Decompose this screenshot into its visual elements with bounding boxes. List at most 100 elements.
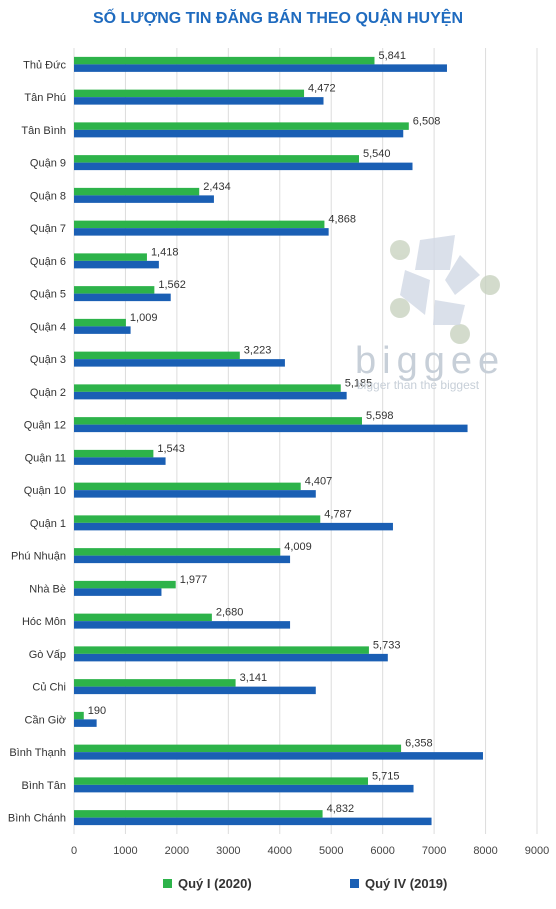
data-label: 6,358 (405, 738, 433, 750)
bar-q1-2020 (74, 777, 369, 785)
bar-chart: 0 1000 2000 3000 4000 5000 6000 7000 8000 9000 Thủ… (8, 48, 549, 857)
bar-q4-2019 (74, 588, 162, 596)
legend-swatch-green (163, 879, 172, 888)
bar-q4-2019 (74, 555, 291, 564)
category-label: Tân Bình (21, 125, 66, 137)
biggee-logo-icon (390, 235, 500, 344)
bar-q4-2019 (74, 686, 316, 695)
bar-q4-2019 (74, 260, 159, 269)
bar-q1-2020 (74, 449, 154, 458)
bar-q4-2019 (74, 424, 468, 433)
bar-q1-2020 (74, 351, 240, 360)
chart-title: SỐ LƯỢNG TIN ĐĂNG BÁN THEO QUẬN HUYỆN (92, 10, 464, 27)
bar-q1-2020 (74, 810, 323, 818)
bar-q1-2020 (74, 482, 301, 491)
category-label: Quận 11 (25, 452, 66, 464)
bar-q4-2019 (74, 621, 291, 629)
bar-q4-2019 (74, 784, 414, 793)
bar-q1-2020 (74, 515, 321, 523)
bar-q4-2019 (74, 391, 347, 400)
data-label: 5,841 (378, 50, 406, 62)
data-label: 2,434 (203, 181, 231, 193)
legend-item-q1-2020: Quý I (2020) (163, 876, 252, 891)
bar-q1-2020 (74, 548, 281, 556)
category-label: Nhà Bè (29, 583, 66, 595)
category-label: Quận 1 (30, 518, 66, 530)
data-label: 4,868 (328, 214, 356, 226)
data-label: 6,508 (413, 115, 441, 127)
x-tick-label: 4000 (268, 845, 292, 857)
bar-q1-2020 (74, 384, 341, 392)
bar-q1-2020 (74, 744, 402, 753)
bar-q1-2020 (74, 679, 236, 687)
category-label: Quận 8 (30, 190, 66, 202)
bar-q1-2020 (74, 286, 155, 294)
x-tick-label: 1000 (113, 845, 137, 857)
data-label: 5,598 (366, 410, 394, 422)
bar-q4-2019 (74, 129, 404, 138)
bar-q1-2020 (74, 56, 375, 65)
bar-q1-2020 (74, 318, 126, 327)
category-label: Quận 4 (30, 321, 66, 333)
category-label: Quận 2 (30, 387, 66, 399)
x-tick-label: 8000 (473, 845, 497, 857)
bar-q4-2019 (74, 359, 285, 367)
bar-q1-2020 (74, 187, 200, 196)
bar-q4-2019 (74, 719, 97, 727)
bar-q4-2019 (74, 228, 329, 236)
bar-q1-2020 (74, 580, 176, 589)
bar-q4-2019 (74, 817, 432, 826)
x-tick-label: 5000 (319, 845, 343, 857)
x-tick-label: 2000 (165, 845, 189, 857)
bar-q1-2020 (74, 155, 360, 163)
legend-label-q1-2020: Quý I (2020) (178, 876, 252, 891)
category-label: Quận 5 (30, 289, 66, 301)
data-label: 1,977 (180, 574, 208, 586)
bar-q4-2019 (74, 326, 131, 334)
category-label: Cần Giờ (25, 714, 66, 726)
data-label: 5,540 (363, 148, 391, 160)
data-label: 4,407 (305, 476, 333, 488)
category-label: Bình Tân (22, 780, 66, 792)
data-label: 1,418 (151, 246, 179, 258)
category-label: Bình Thạnh (9, 747, 66, 759)
bar-q1-2020 (74, 711, 84, 720)
category-label: Bình Chánh (8, 813, 66, 825)
data-label: 1,543 (157, 443, 185, 455)
data-label: 1,009 (130, 312, 158, 324)
legend: Quý I (2020) Quý IV (2019) (0, 876, 556, 896)
category-label: Quận 12 (24, 420, 66, 432)
bar-q4-2019 (74, 752, 483, 760)
category-label: Quận 3 (30, 354, 66, 366)
data-label: 5,733 (373, 639, 401, 651)
bar-q1-2020 (74, 613, 212, 622)
bar-q1-2020 (74, 89, 305, 98)
category-label: Tân Phú (24, 92, 66, 104)
x-tick-label: 0 (71, 845, 77, 857)
bar-q4-2019 (74, 457, 166, 465)
bar-q1-2020 (74, 646, 369, 654)
legend-item-q4-2019: Quý IV (2019) (350, 876, 447, 891)
category-label: Quận 7 (30, 223, 66, 235)
bar-q4-2019 (74, 522, 393, 531)
x-tick-label: 9000 (525, 845, 549, 857)
bar-q4-2019 (74, 293, 171, 302)
bar-q4-2019 (74, 97, 324, 105)
bar-q4-2019 (74, 653, 388, 662)
data-label: 4,832 (327, 803, 355, 815)
bar-q4-2019 (74, 195, 214, 203)
category-label: Gò Vấp (29, 649, 66, 661)
data-label: 4,472 (308, 83, 336, 95)
category-label: Quận 9 (30, 158, 66, 170)
bar-q4-2019 (74, 64, 447, 72)
data-label: 4,009 (284, 541, 312, 553)
data-label: 2,680 (216, 607, 244, 619)
bar-q1-2020 (74, 417, 362, 425)
bar-q4-2019 (74, 162, 413, 171)
data-label: 190 (88, 705, 106, 717)
data-label: 5,185 (345, 377, 373, 389)
data-label: 4,787 (324, 508, 352, 520)
bar-q1-2020 (74, 220, 325, 229)
watermark-brand: biggee (355, 340, 506, 382)
data-label: 1,562 (158, 279, 186, 291)
